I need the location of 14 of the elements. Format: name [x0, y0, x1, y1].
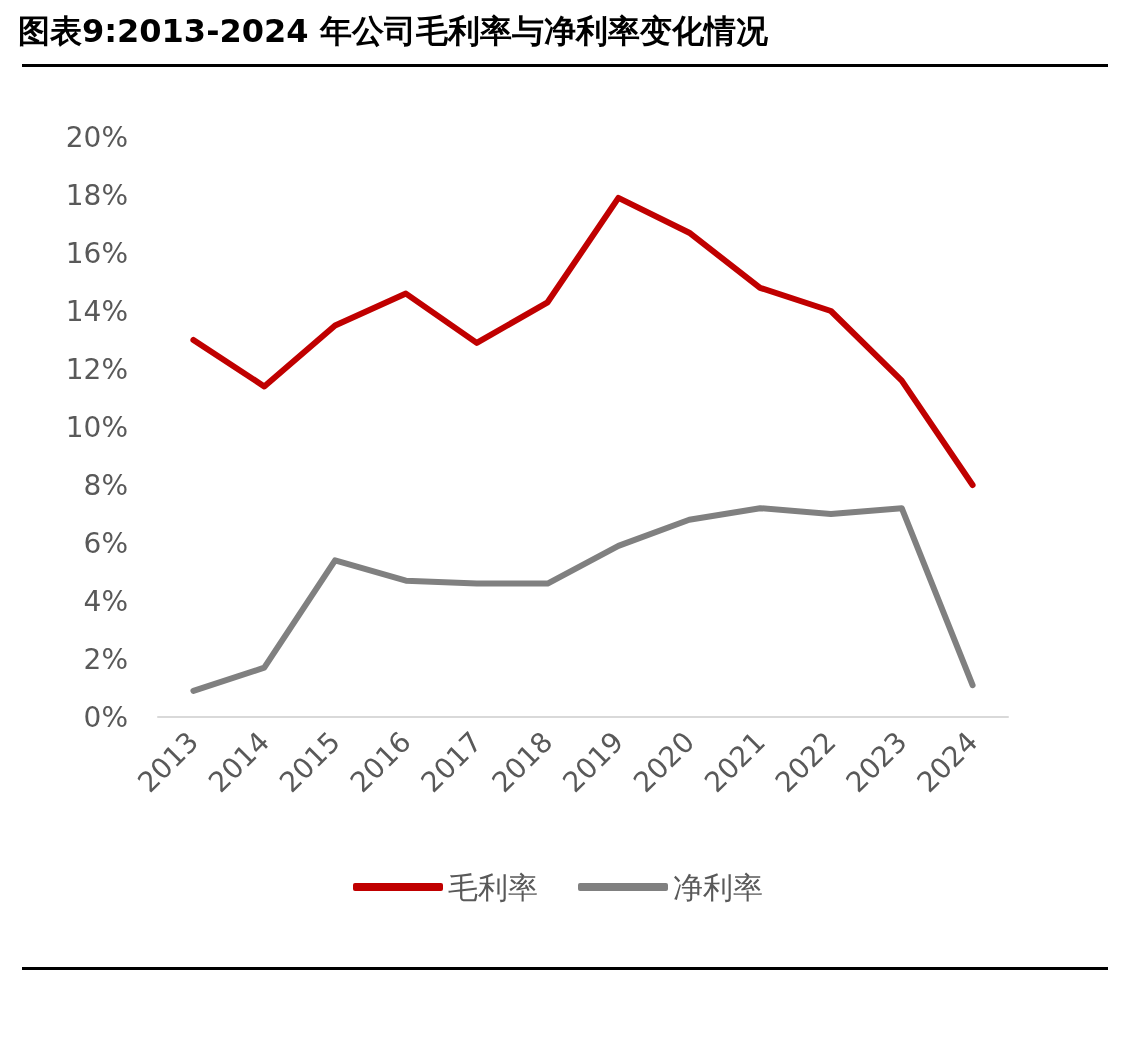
y-tick-label: 18% — [65, 178, 128, 212]
y-tick-label: 6% — [83, 526, 128, 560]
y-tick-label: 12% — [65, 352, 128, 386]
y-tick-label: 16% — [65, 236, 128, 270]
y-tick-label: 0% — [83, 700, 128, 734]
y-tick-label: 8% — [83, 468, 128, 502]
chart-title: 图表9:2013-2024 年公司毛利率与净利率变化情况 — [17, 11, 769, 52]
y-tick-label: 4% — [83, 584, 128, 618]
legend-label: 毛利率 — [448, 869, 538, 905]
y-tick-label: 2% — [83, 642, 128, 676]
y-tick-label: 10% — [65, 410, 128, 444]
y-tick-label: 20% — [65, 120, 128, 154]
y-tick-label: 14% — [65, 294, 128, 328]
legend-label: 净利率 — [673, 869, 763, 905]
